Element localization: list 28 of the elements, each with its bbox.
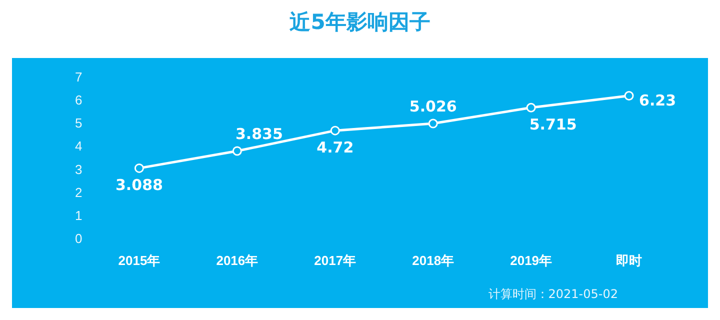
y-tick-label: 4 — [74, 138, 82, 154]
point — [232, 146, 242, 156]
y-tick-label: 3 — [74, 162, 82, 177]
y-tick-label: 1 — [74, 208, 82, 223]
x-tick-label: 2016年 — [216, 252, 258, 268]
point — [624, 91, 634, 101]
x-tick-label: 2018年 — [412, 252, 454, 268]
y-tick-label: 0 — [74, 230, 82, 246]
data-label: 4.72 — [316, 138, 354, 156]
y-tick-label: 6 — [74, 92, 82, 108]
chart-title: 近5年影响因子 — [288, 9, 432, 36]
data-label: 3.088 — [115, 176, 163, 194]
x-tick-label: 2019年 — [510, 252, 552, 268]
point — [330, 126, 340, 136]
point — [134, 163, 144, 173]
text: 计算时间：2021-05-02 — [488, 286, 618, 303]
point — [428, 118, 438, 128]
x-tick-label: 即时 — [616, 252, 642, 268]
data-label: 5.026 — [409, 97, 457, 116]
data-label: 6.23 — [639, 92, 676, 110]
y-tick-label: 2 — [74, 184, 82, 200]
x-tick-label: 2017年 — [314, 252, 356, 268]
data-label: 5.715 — [529, 116, 577, 134]
point — [526, 102, 536, 112]
y-tick-label: 7 — [74, 70, 82, 85]
x-tick-label: 2015年 — [118, 252, 160, 268]
data-label: 3.835 — [235, 124, 283, 143]
y-tick-label: 5 — [74, 116, 82, 131]
